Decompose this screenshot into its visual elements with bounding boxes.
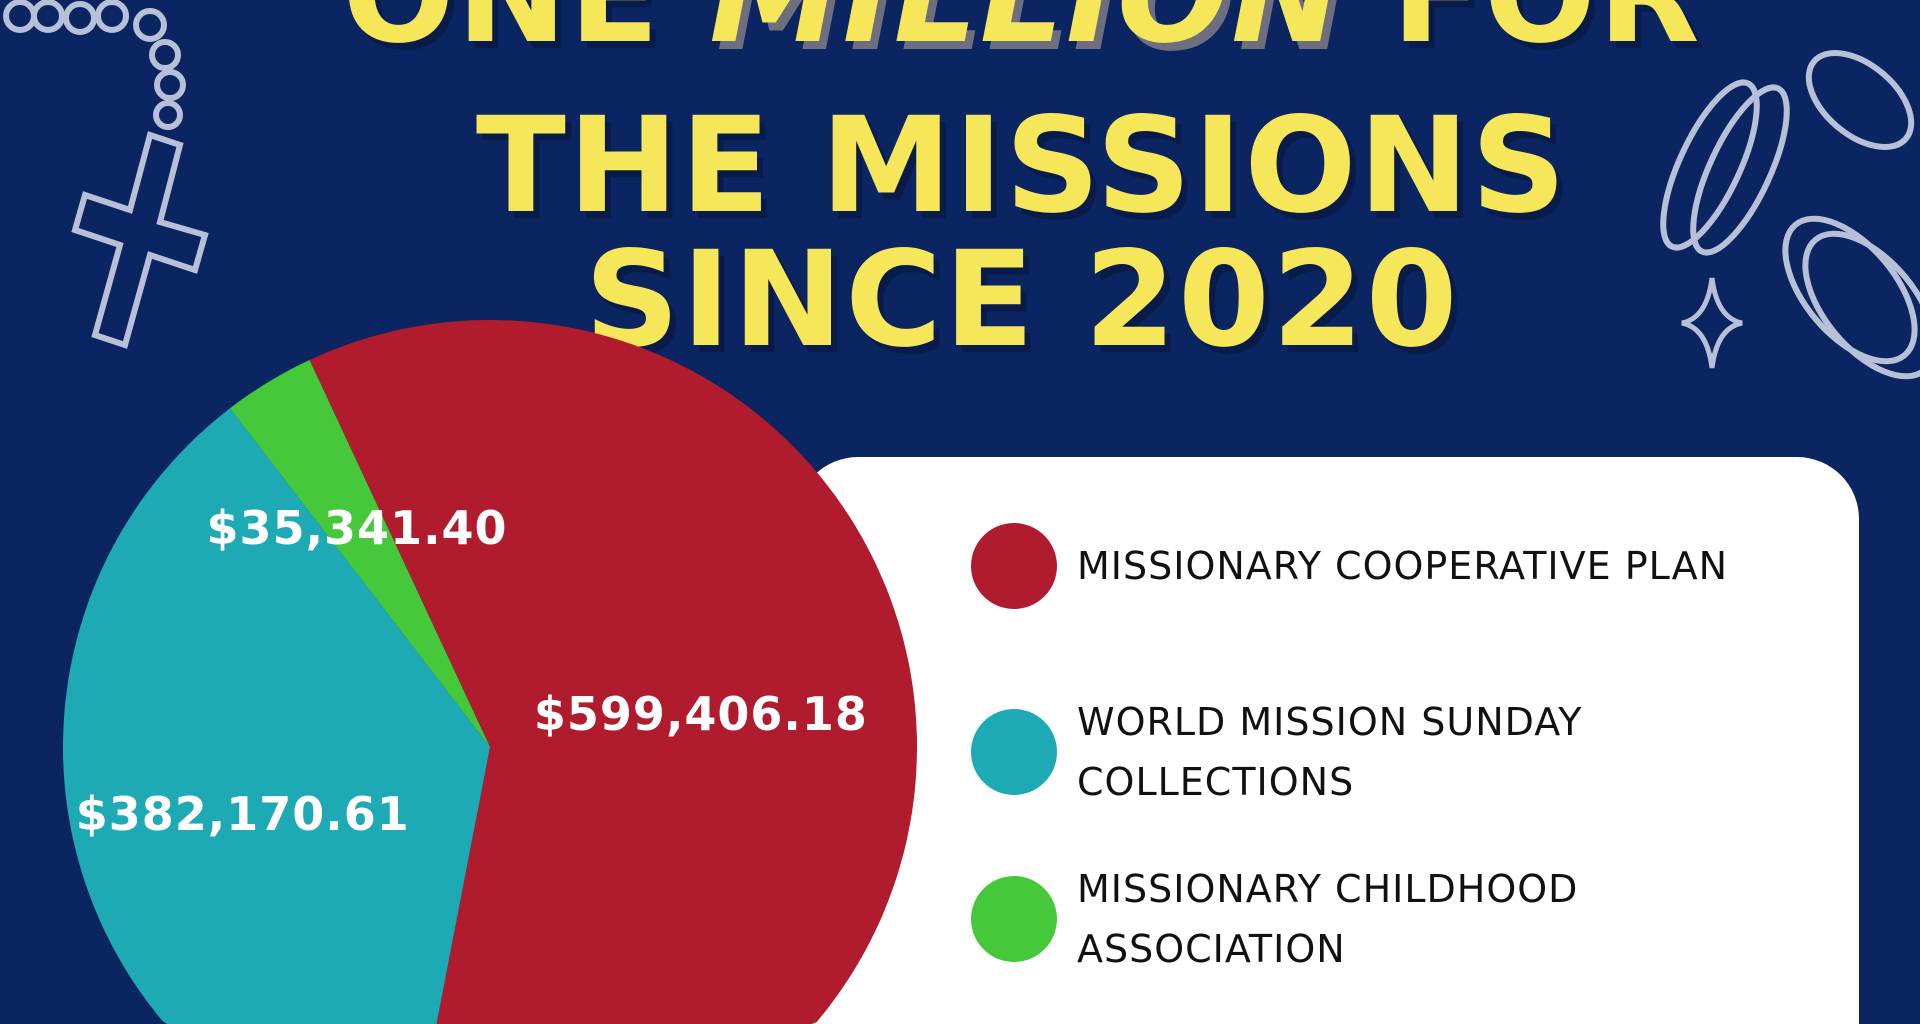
title-text: FOR	[1344, 0, 1702, 73]
legend-swatch	[971, 876, 1057, 962]
legend-swatch	[971, 523, 1057, 609]
legend-entry: MISSIONARY COOPERATIVE PLAN	[971, 523, 1728, 609]
legend-entry: WORLD MISSION SUNDAY COLLECTIONS	[971, 692, 1582, 812]
sparkle-icon	[1681, 277, 1743, 369]
rosary-icon	[3, 0, 209, 349]
coins-icon	[1660, 50, 1920, 380]
title-emphasis: MILLION	[709, 0, 1344, 73]
title-line-2: THE MISSIONS	[475, 89, 1569, 243]
title-text: ONE	[342, 0, 709, 73]
legend-label: WORLD MISSION SUNDAY COLLECTIONS	[1077, 700, 1583, 804]
pie-data-label: $382,170.61	[75, 786, 410, 841]
pie-slice	[63, 408, 490, 1024]
pie-data-label: $599,406.18	[533, 686, 868, 741]
title-line-1: ONE MILLION FOR	[0, 0, 1920, 62]
legend-label: MISSIONARY COOPERATIVE PLAN	[1077, 544, 1729, 588]
legend-entry: MISSIONARY CHILDHOOD ASSOCIATION	[971, 859, 1578, 979]
pie-slice	[230, 360, 490, 747]
pie-slice	[309, 320, 917, 1024]
legend-label: MISSIONARY CHILDHOOD ASSOCIATION	[1077, 867, 1579, 971]
pie-data-label: $35,341.40	[206, 500, 508, 555]
title-line-3: SINCE 2020	[584, 223, 1460, 377]
legend-swatch	[971, 709, 1057, 795]
